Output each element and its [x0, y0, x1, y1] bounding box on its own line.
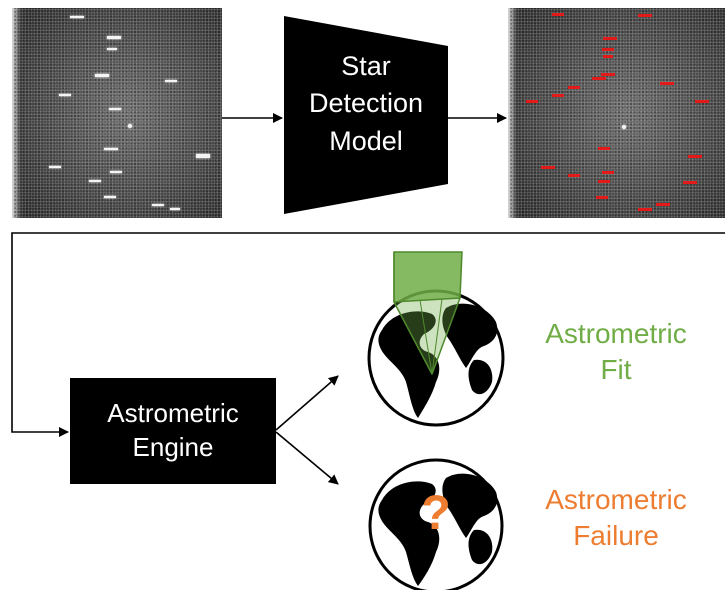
astrometric-fit-label: Astrometric Fit	[518, 316, 714, 388]
astrometric-failure-label: Astrometric Failure	[518, 482, 714, 554]
fit-label-line1: Astrometric	[545, 318, 687, 349]
detection-label-line1: Star	[341, 51, 391, 81]
astrometric-engine-box: Astrometric Engine	[70, 378, 276, 484]
globe-with-field-of-view-icon	[367, 251, 505, 427]
star-detection-model-label: Star Detection Model	[284, 48, 448, 160]
fit-label-line2: Fit	[600, 353, 632, 385]
star-detection-model-shape	[284, 16, 448, 214]
globe-with-question-mark-icon	[368, 458, 504, 590]
engine-label-line2: Engine	[132, 432, 214, 462]
engine-label-line1: Astrometric	[107, 398, 239, 429]
failure-question-mark: ?	[421, 487, 451, 540]
failure-label-line1: Astrometric	[545, 484, 687, 515]
arrow-engine-to-failure	[275, 431, 339, 485]
arrow-detections-to-engine	[11, 232, 725, 437]
input-star-field-image	[12, 8, 222, 218]
detection-label-line2: Detection	[308, 88, 424, 119]
output-detected-star-field-image	[508, 8, 725, 218]
failure-label-line2: Failure	[573, 519, 659, 551]
arrow-engine-to-fit	[275, 375, 339, 431]
detection-label-line3: Model	[329, 125, 403, 156]
